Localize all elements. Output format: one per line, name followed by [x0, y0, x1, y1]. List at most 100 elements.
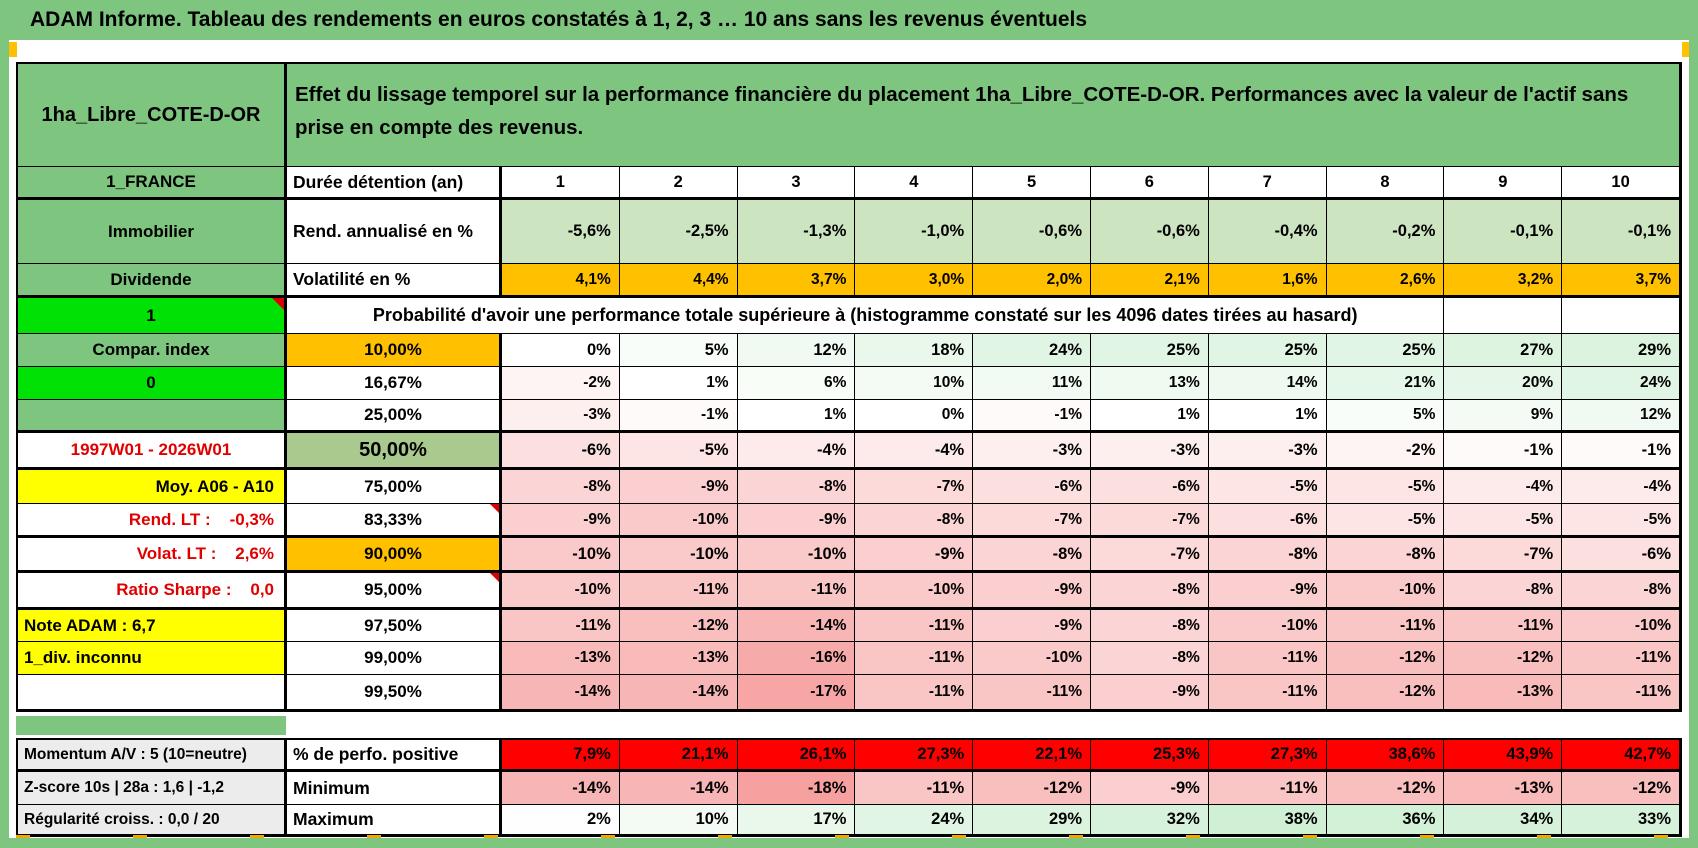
return-row-label-cell: Rend. annualisé en % — [287, 200, 502, 264]
prob-value-cell: -10% — [737, 538, 856, 573]
prob-value-cell: -10% — [855, 573, 974, 610]
prob-value-cell: 25% — [1091, 334, 1209, 367]
prob-value-cell: -13% — [502, 642, 620, 675]
asset-name-cell: 1ha_Libre_COTE-D-OR — [18, 64, 287, 167]
prob-value-cell: -12% — [619, 610, 738, 642]
report-title: ADAM Informe. Tableau des rendements en … — [30, 8, 1088, 31]
return-value-cell: -2,5% — [619, 200, 738, 264]
prob-value-cell: -4% — [1562, 470, 1680, 504]
year-header-cell: 2 — [619, 167, 738, 200]
prob-value-cell: 25% — [1326, 334, 1445, 367]
percentile-cell: 10,00% — [287, 334, 502, 367]
percentile-cell: 75,00% — [287, 470, 502, 504]
row-label-cell: Volat. LT : 2,6% — [18, 538, 287, 573]
prob-value-cell: 13% — [1091, 367, 1209, 400]
row-label-cell: Note ADAM : 6,7 — [18, 610, 287, 642]
volatility-value-cell: 4,4% — [619, 264, 738, 298]
page-break-dashes — [16, 835, 1678, 838]
prob-value-cell: -11% — [973, 675, 1091, 710]
minmax-cell: -18% — [737, 772, 856, 805]
stat-metric-cell: % de perfo. positive — [287, 740, 502, 772]
row-label-cell: Ratio Sharpe : 0,0 — [18, 573, 287, 610]
prob-value-cell: -9% — [619, 470, 738, 504]
flag-one-cell: 1 — [18, 298, 287, 334]
prob-value-cell: 1% — [1091, 400, 1209, 433]
minmax-cell: 10% — [619, 805, 738, 835]
percentile-cell: 25,00% — [287, 400, 502, 433]
volatility-value-cell: 1,6% — [1208, 264, 1327, 298]
positive-perf-cell: 22,1% — [973, 740, 1091, 772]
prob-value-cell: 12% — [737, 334, 856, 367]
frame-strip-right — [1689, 40, 1698, 848]
spacer-green-cell — [16, 716, 286, 735]
prob-value-cell: -16% — [737, 642, 856, 675]
prob-value-cell: -10% — [973, 642, 1091, 675]
prob-value-cell: -14% — [502, 675, 620, 710]
prob-value-cell: 21% — [1326, 367, 1445, 400]
stat-label-cell: Momentum A/V : 5 (10=neutre) — [18, 740, 287, 772]
percentile-cell: 95,00% — [287, 573, 502, 610]
volatility-value-cell: 4,1% — [502, 264, 620, 298]
comment-marker-icon — [490, 504, 499, 513]
year-header-cell: 10 — [1562, 167, 1680, 200]
stat-metric-cell: Minimum — [287, 772, 502, 805]
empty-cell — [1444, 298, 1563, 334]
prob-value-cell: -8% — [1444, 573, 1563, 610]
prob-value-cell: -9% — [855, 538, 974, 573]
prob-value-cell: -9% — [1208, 573, 1327, 610]
prob-value-cell: -9% — [502, 504, 620, 538]
prob-value-cell: -10% — [502, 573, 620, 610]
prob-value-cell: 1% — [619, 367, 738, 400]
row-label-cell: 1_div. inconnu — [18, 642, 287, 675]
prob-value-cell: -7% — [1444, 538, 1563, 573]
return-value-cell: -5,6% — [502, 200, 620, 264]
prob-value-cell: -12% — [1326, 642, 1445, 675]
prob-value-cell: -1% — [973, 400, 1091, 433]
minmax-cell: -12% — [973, 772, 1091, 805]
prob-value-cell: -8% — [1091, 610, 1209, 642]
positive-perf-cell: 26,1% — [737, 740, 856, 772]
positive-perf-cell: 42,7% — [1562, 740, 1680, 772]
prob-value-cell: -8% — [1091, 642, 1209, 675]
prob-value-cell: -11% — [502, 610, 620, 642]
prob-value-cell: 9% — [1444, 400, 1563, 433]
volatility-value-cell: 2,6% — [1326, 264, 1445, 298]
positive-perf-cell: 7,9% — [502, 740, 620, 772]
prob-value-cell: -2% — [502, 367, 620, 400]
prob-value-cell: -11% — [737, 573, 856, 610]
year-header-cell: 6 — [1091, 167, 1209, 200]
year-header-cell: 5 — [973, 167, 1091, 200]
prob-value-cell: -6% — [973, 470, 1091, 504]
prob-value-cell: -2% — [1326, 433, 1445, 470]
prob-value-cell: -5% — [1208, 470, 1327, 504]
prob-value-cell: 5% — [1326, 400, 1445, 433]
prob-value-cell: -5% — [1444, 504, 1563, 538]
year-header-cell: 8 — [1326, 167, 1445, 200]
row-label-cell: 0 — [18, 367, 287, 400]
prob-value-cell: 24% — [1562, 367, 1680, 400]
prob-value-cell: -9% — [1091, 675, 1209, 710]
positive-perf-cell: 43,9% — [1444, 740, 1563, 772]
percentile-cell: 50,00% — [287, 433, 502, 470]
prob-value-cell: -8% — [1562, 573, 1680, 610]
percentile-cell: 83,33% — [287, 504, 502, 538]
year-header-cell: 3 — [737, 167, 856, 200]
prob-value-cell: -3% — [973, 433, 1091, 470]
comment-marker-icon — [272, 298, 284, 310]
volatility-value-cell: 2,1% — [1091, 264, 1209, 298]
prob-value-cell: -6% — [502, 433, 620, 470]
prob-value-cell: -12% — [1444, 642, 1563, 675]
prob-value-cell: 6% — [737, 367, 856, 400]
prob-value-cell: -6% — [1208, 504, 1327, 538]
frame-strip-left — [0, 40, 9, 848]
return-value-cell: -0,4% — [1208, 200, 1327, 264]
prob-value-cell: 1% — [737, 400, 856, 433]
percentile-cell: 97,50% — [287, 610, 502, 642]
return-value-cell: -1,0% — [855, 200, 974, 264]
prob-value-cell: -11% — [619, 573, 738, 610]
minmax-cell: 2% — [502, 805, 620, 835]
report-title-bar: ADAM Informe. Tableau des rendements en … — [0, 0, 1698, 40]
prob-value-cell: 24% — [973, 334, 1091, 367]
year-header-cell: 7 — [1208, 167, 1327, 200]
